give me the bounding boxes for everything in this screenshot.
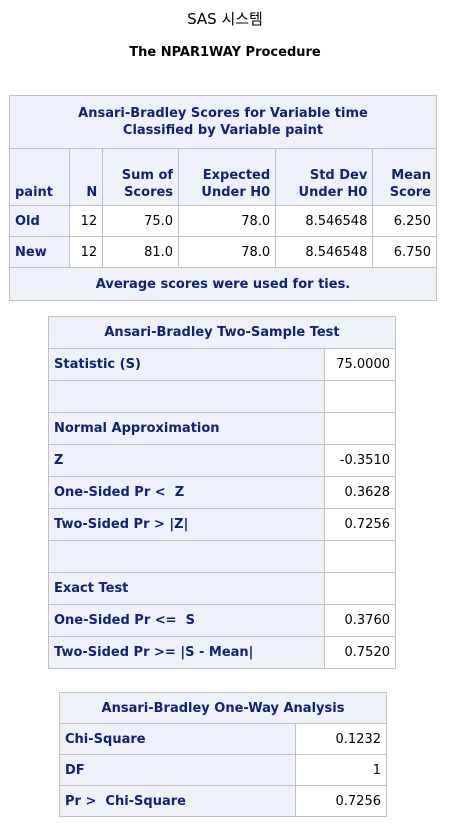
row-value: 1 — [295, 754, 387, 786]
row-label — [48, 540, 325, 573]
row-label: Z — [48, 444, 325, 477]
table-row: Normal Approximation — [48, 412, 396, 445]
table-row: One-Sided Pr < Z 0.3628 — [48, 476, 396, 509]
table-row: Statistic (S) 75.0000 — [48, 348, 396, 381]
cell-sum: 81.0 — [102, 236, 180, 268]
table-row — [48, 380, 396, 413]
one-way-analysis-table: Ansari-Bradley One-Way Analysis Chi-Squa… — [59, 692, 387, 817]
row-value — [324, 572, 396, 605]
cell-stddev: 8.546548 — [275, 205, 374, 237]
table-row: DF 1 — [59, 754, 387, 786]
scores-table-title: Ansari-Bradley Scores for Variable time … — [9, 95, 437, 149]
ansari-bradley-scores-table: Ansari-Bradley Scores for Variable time … — [9, 95, 437, 301]
row-label: Normal Approximation — [48, 412, 325, 445]
row-value: 75.0000 — [324, 348, 396, 381]
row-value: 0.7520 — [324, 636, 396, 669]
table-row: New 12 81.0 78.0 8.546548 6.750 — [9, 236, 437, 268]
row-value: 0.7256 — [324, 508, 396, 541]
col-header-sum-of-scores: Sum of Scores — [102, 148, 180, 206]
table-row: Z -0.3510 — [48, 444, 396, 477]
procedure-title: The NPAR1WAY Procedure — [129, 45, 321, 60]
table-row: Two-Sided Pr > |Z| 0.7256 — [48, 508, 396, 541]
col-header-mean-score: Mean Score — [372, 148, 437, 206]
row-value — [324, 540, 396, 573]
row-value — [324, 380, 396, 413]
cell-stddev: 8.546548 — [275, 236, 374, 268]
row-label: Statistic (S) — [48, 348, 325, 381]
cell-expected: 78.0 — [178, 236, 277, 268]
row-label: Two-Sided Pr >= |S - Mean| — [48, 636, 325, 669]
row-value: -0.3510 — [324, 444, 396, 477]
row-label: DF — [59, 754, 296, 786]
col-header-paint: paint — [9, 148, 70, 206]
row-label: Two-Sided Pr > |Z| — [48, 508, 325, 541]
table-row: Chi-Square 0.1232 — [59, 723, 387, 755]
table-row — [48, 540, 396, 573]
row-value — [324, 412, 396, 445]
cell-expected: 78.0 — [178, 205, 277, 237]
row-value: 0.1232 — [295, 723, 387, 755]
scores-title-line1: Ansari-Bradley Scores for Variable time — [78, 106, 368, 121]
cell-mean: 6.250 — [372, 205, 437, 237]
cell-mean: 6.750 — [372, 236, 437, 268]
row-value: 0.7256 — [295, 785, 387, 817]
row-label: Chi-Square — [59, 723, 296, 755]
row-label: Pr > Chi-Square — [59, 785, 296, 817]
row-value: 0.3760 — [324, 604, 396, 637]
row-label-paint: Old — [9, 205, 70, 237]
oneway-table-title: Ansari-Bradley One-Way Analysis — [59, 692, 387, 724]
cell-n: 12 — [68, 205, 104, 237]
cell-sum: 75.0 — [102, 205, 180, 237]
row-label — [48, 380, 325, 413]
test-table-title: Ansari-Bradley Two-Sample Test — [48, 316, 396, 349]
col-header-stddev: Std Dev Under H0 — [275, 148, 374, 206]
table-row: One-Sided Pr <= S 0.3760 — [48, 604, 396, 637]
table-row: Pr > Chi-Square 0.7256 — [59, 785, 387, 817]
col-header-n: N — [68, 148, 104, 206]
table-row: Old 12 75.0 78.0 8.546548 6.250 — [9, 205, 437, 237]
row-label: Exact Test — [48, 572, 325, 605]
row-label: One-Sided Pr <= S — [48, 604, 325, 637]
cell-n: 12 — [68, 236, 104, 268]
scores-title-line2: Classified by Variable paint — [122, 123, 324, 138]
row-value: 0.3628 — [324, 476, 396, 509]
scores-table-footnote: Average scores were used for ties. — [9, 267, 437, 301]
row-label: One-Sided Pr < Z — [48, 476, 325, 509]
row-label-paint: New — [9, 236, 70, 268]
col-header-expected: Expected Under H0 — [178, 148, 277, 206]
two-sample-test-table: Ansari-Bradley Two-Sample Test Statistic… — [48, 316, 396, 669]
system-title: SAS 시스템 — [187, 10, 263, 28]
table-row: Exact Test — [48, 572, 396, 605]
table-row: Two-Sided Pr >= |S - Mean| 0.7520 — [48, 636, 396, 669]
